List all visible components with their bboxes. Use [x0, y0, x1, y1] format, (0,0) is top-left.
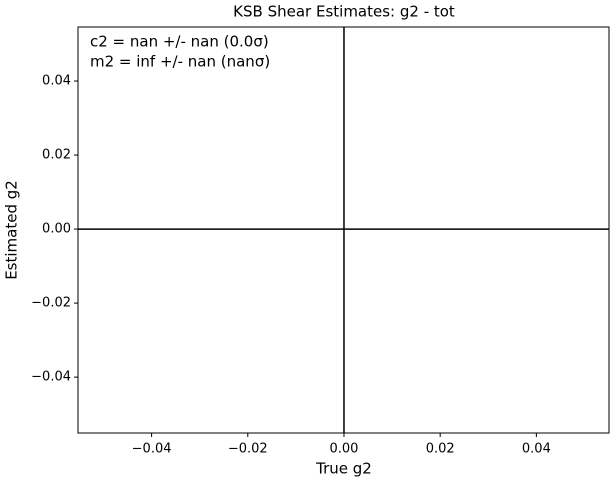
y-axis-label: Estimated g2	[3, 180, 21, 280]
annotation: m2 = inf +/- nan (nanσ)	[90, 53, 270, 71]
x-tick-label: 0.02	[426, 442, 455, 457]
x-tick-label: 0.00	[330, 442, 359, 457]
y-tick-label: 0.02	[42, 148, 71, 163]
chart-title: KSB Shear Estimates: g2 - tot	[233, 3, 455, 21]
x-tick-label: 0.04	[522, 442, 551, 457]
y-tick-label: 0.04	[42, 74, 71, 89]
annotation: c2 = nan +/- nan (0.0σ)	[90, 33, 269, 51]
x-tick-label: −0.02	[228, 442, 268, 457]
x-axis-label: True g2	[315, 460, 372, 478]
y-tick-label: 0.00	[42, 222, 71, 237]
plot-frame	[77, 26, 610, 434]
y-tick-label: −0.02	[31, 296, 71, 311]
y-tick-label: −0.04	[31, 370, 71, 385]
x-tick-label: −0.04	[132, 442, 172, 457]
